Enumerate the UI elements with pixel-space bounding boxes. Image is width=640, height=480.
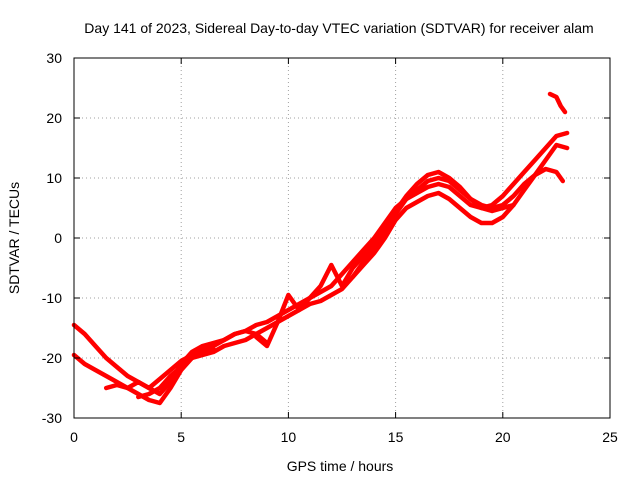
ticks: 0 5 10 15 20 25 -30 -20 -10 0 10 20 30 bbox=[42, 50, 618, 445]
y-axis-title: SDTVAR / TECUs bbox=[6, 182, 22, 294]
x-axis-title: GPS time / hours bbox=[287, 458, 394, 474]
x-tick-label-5: 25 bbox=[602, 429, 618, 445]
x-tick-label-2: 10 bbox=[281, 429, 297, 445]
y-tick-label-4: 10 bbox=[46, 170, 62, 186]
chart-title: Day 141 of 2023, Sidereal Day-to-day VTE… bbox=[84, 20, 593, 36]
x-tick-label-4: 20 bbox=[495, 429, 511, 445]
series-group bbox=[71, 91, 570, 406]
y-tick-label-1: -20 bbox=[42, 350, 62, 366]
grid bbox=[74, 58, 610, 418]
x-tick-label-3: 15 bbox=[388, 429, 404, 445]
y-tick-label-6: 30 bbox=[46, 50, 62, 66]
x-tick-label-0: 0 bbox=[70, 429, 78, 445]
x-tick-label-1: 5 bbox=[177, 429, 185, 445]
y-tick-label-0: -30 bbox=[42, 410, 62, 426]
series-line-7 bbox=[547, 91, 568, 115]
y-tick-label-2: -10 bbox=[42, 290, 62, 306]
y-tick-label-5: 20 bbox=[46, 110, 62, 126]
series-line-6 bbox=[350, 166, 566, 280]
y-tick-label-3: 0 bbox=[54, 230, 62, 246]
